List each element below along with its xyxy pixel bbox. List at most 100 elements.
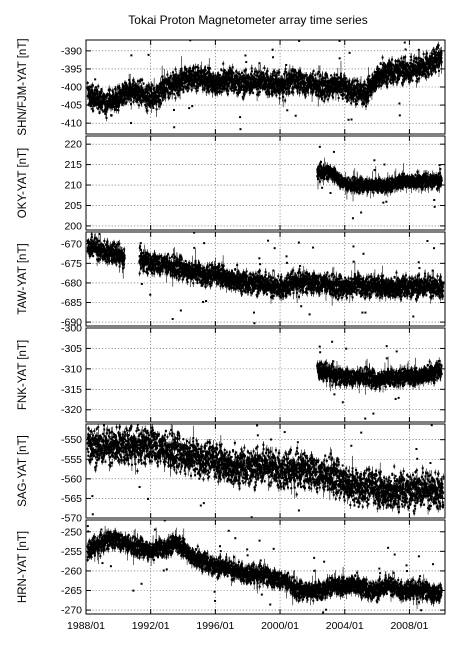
data-point [205,72,208,75]
data-point [129,97,132,100]
data-point [215,81,218,84]
data-point [268,82,271,85]
data-point [331,92,334,95]
data-point [256,74,259,77]
data-point [187,69,190,72]
data-point [243,90,246,93]
data-point [182,74,185,77]
data-point [297,80,300,83]
data-point [235,70,238,73]
data-point [168,80,171,83]
data-point [317,86,320,89]
data-point [240,71,243,74]
outlier-point [172,108,175,111]
data-point [152,107,155,110]
data-point [112,100,115,103]
data-point [138,80,141,83]
data-point [107,105,110,108]
data-point [316,86,319,89]
data-point [195,66,198,69]
data-point [136,80,139,83]
data-point [223,86,226,89]
data-point [321,98,324,101]
data-point [281,78,284,81]
data-point [114,103,117,106]
data-point [271,75,274,78]
data-point [284,99,287,102]
data-point [318,80,321,83]
data-point [291,81,294,84]
data-point [211,88,214,91]
data-point [189,80,192,83]
data-point [299,85,302,88]
data-point [298,78,301,81]
outlier-point [272,56,275,59]
data-point [195,90,198,93]
data-point [108,93,111,96]
data-point [197,84,200,87]
data-point [352,98,355,101]
data-point [147,96,150,99]
data-point [234,88,237,91]
data-point [325,84,328,87]
data-point [247,83,250,86]
data-point [172,78,175,81]
data-point [150,90,153,93]
data-point [120,97,123,100]
data-point [212,75,215,78]
data-point [214,85,217,88]
data-point [200,72,203,75]
data-point [304,92,307,95]
data-point [251,85,254,88]
data-point [147,86,150,89]
data-point [202,69,205,72]
data-point [303,93,306,96]
data-point [226,93,229,96]
data-point [311,88,314,91]
data-point [227,82,230,85]
data-point [271,94,274,97]
data-point [262,73,265,76]
data-point [248,84,251,87]
data-point [111,89,114,92]
data-point [185,71,188,74]
outlier-point [338,40,341,42]
data-point [275,94,278,97]
data-point [167,78,170,81]
data-point [169,74,172,77]
data-point [115,92,118,95]
data-point [206,71,209,74]
data-point [168,91,171,94]
data-point [296,79,299,82]
chart-title: Tokai Proton Magnetometer array time ser… [128,13,367,27]
data-point [352,90,355,93]
data-point [118,104,121,107]
data-point [272,74,275,77]
data-point [337,96,340,99]
data-point [195,85,198,88]
data-point [122,86,125,89]
data-point [274,83,277,86]
data-point [306,84,309,87]
data-point [321,93,324,96]
data-point [258,70,261,73]
data-point [336,77,339,80]
data-point [299,88,302,91]
data-point [213,83,216,86]
data-point [174,83,177,86]
data-point [340,90,343,93]
data-point [185,73,188,76]
data-point [157,85,160,88]
data-point [105,110,108,113]
data-point [316,81,319,84]
data-point [254,79,257,82]
data-point [187,83,190,86]
data-point [266,89,269,92]
data-point [174,68,177,71]
outlier-point [147,53,150,56]
data-point [201,74,204,77]
data-point [144,103,147,106]
data-point [235,82,238,85]
data-point [137,91,140,94]
